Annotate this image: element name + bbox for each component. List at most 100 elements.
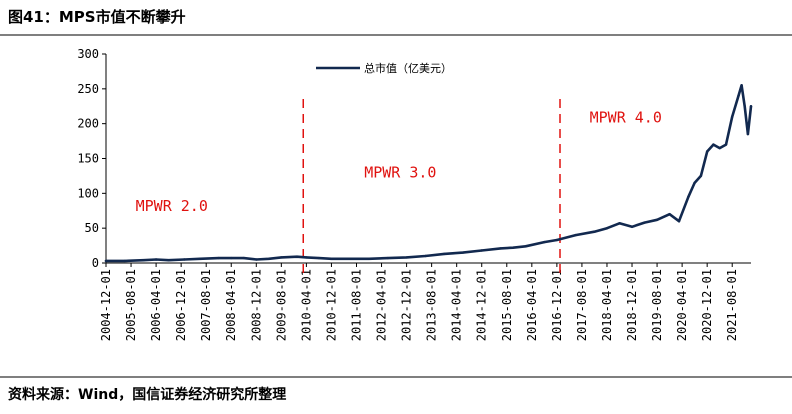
x-tick-label: 2007-08-01 bbox=[199, 269, 213, 341]
legend-label: 总市值（亿美元） bbox=[364, 61, 452, 75]
data-point bbox=[142, 259, 145, 262]
era-dividers bbox=[302, 99, 561, 277]
series-line-market-cap bbox=[104, 84, 753, 263]
data-point bbox=[555, 238, 559, 242]
x-tick-label: 2012-12-01 bbox=[400, 269, 414, 341]
x-tick-label: 2005-08-01 bbox=[124, 269, 138, 341]
data-point bbox=[655, 218, 659, 221]
y-tick-label: 250 bbox=[77, 82, 99, 96]
data-point bbox=[712, 143, 715, 146]
data-point bbox=[349, 257, 352, 260]
data-point bbox=[740, 84, 743, 87]
y-tick-label: 150 bbox=[77, 152, 99, 166]
era-labels: MPWR 2.0 MPWR 3.0 MPWR 4.0 bbox=[136, 108, 662, 214]
data-point bbox=[737, 94, 740, 98]
footer-rule bbox=[0, 376, 792, 378]
era-label: MPWR 4.0 bbox=[590, 108, 662, 126]
x-tick-label: 2009-08-01 bbox=[274, 269, 288, 341]
data-point bbox=[746, 132, 750, 136]
x-tick-label: 2019-08-01 bbox=[650, 269, 664, 341]
data-point bbox=[183, 258, 186, 261]
x-tick-label: 2016-04-01 bbox=[525, 269, 539, 341]
data-point bbox=[280, 256, 283, 259]
y-tick-label: 50 bbox=[85, 221, 99, 235]
x-tick-label: 2012-04-01 bbox=[375, 269, 389, 341]
data-point bbox=[524, 245, 527, 248]
x-tick-label: 2020-12-01 bbox=[700, 269, 714, 341]
x-tick-label: 2017-08-01 bbox=[575, 269, 589, 341]
data-point bbox=[230, 256, 233, 260]
y-tick-label: 200 bbox=[77, 117, 99, 131]
data-point bbox=[605, 227, 609, 230]
data-point bbox=[699, 174, 703, 178]
legend: 总市值（亿美元） bbox=[316, 61, 452, 75]
data-point bbox=[255, 258, 258, 261]
figure-title: 图41：MPS市值不断攀升 bbox=[8, 8, 186, 26]
data-point bbox=[305, 256, 308, 259]
data-point bbox=[618, 222, 621, 225]
data-point bbox=[543, 240, 546, 244]
data-point bbox=[154, 258, 158, 261]
x-tick-label: 2013-08-01 bbox=[425, 269, 439, 341]
data-point bbox=[743, 105, 746, 108]
data-point bbox=[267, 257, 270, 260]
data-point bbox=[718, 146, 721, 150]
x-tick-label: 2020-04-01 bbox=[675, 269, 689, 341]
data-point bbox=[668, 213, 671, 216]
axes: 0 50 100 150 200 250 300 2004-12-01 2005-08-01 20… bbox=[77, 47, 751, 341]
x-tick-label: 2011-08-01 bbox=[349, 269, 363, 341]
data-point bbox=[330, 257, 333, 260]
y-tick-label: 300 bbox=[77, 47, 99, 61]
x-tick-label: 2018-04-01 bbox=[600, 269, 614, 341]
era-label: MPWR 2.0 bbox=[136, 197, 208, 215]
data-point bbox=[461, 251, 465, 254]
y-tick-label: 100 bbox=[77, 186, 99, 200]
data-point bbox=[443, 252, 446, 256]
y-tick-label: 0 bbox=[92, 256, 99, 270]
series-group bbox=[104, 84, 753, 263]
data-point bbox=[630, 225, 634, 228]
data-point bbox=[731, 115, 734, 118]
x-tick-label: 2015-08-01 bbox=[500, 269, 514, 341]
data-point bbox=[167, 259, 170, 262]
data-point bbox=[749, 105, 753, 108]
x-tick-label: 2016-12-01 bbox=[550, 269, 564, 341]
data-point bbox=[424, 254, 427, 258]
data-point bbox=[687, 195, 690, 198]
source-note: 资料来源：Wind，国信证券经济研究所整理 bbox=[8, 387, 287, 403]
data-point bbox=[724, 143, 728, 146]
data-point bbox=[217, 256, 220, 260]
title-rule bbox=[0, 34, 792, 36]
x-tick-label: 2018-12-01 bbox=[625, 269, 639, 341]
data-point bbox=[104, 259, 108, 263]
x-tick-label: 2014-04-01 bbox=[450, 269, 464, 341]
data-point bbox=[198, 257, 202, 260]
data-point bbox=[693, 181, 696, 185]
x-tick-label: 2008-04-01 bbox=[224, 269, 238, 341]
x-tick-label: 2010-04-01 bbox=[299, 269, 313, 341]
era-label: MPWR 3.0 bbox=[364, 163, 436, 181]
x-tick-label: 2008-12-01 bbox=[249, 269, 263, 341]
x-tick-label: 2021-08-01 bbox=[725, 269, 739, 341]
data-point bbox=[677, 220, 681, 223]
data-point bbox=[405, 256, 408, 259]
data-point bbox=[242, 256, 245, 260]
data-point bbox=[386, 256, 389, 260]
x-tick-label: 2014-12-01 bbox=[475, 269, 489, 341]
data-point bbox=[706, 150, 709, 153]
x-tick-label: 2010-12-01 bbox=[324, 269, 338, 341]
data-point bbox=[574, 233, 577, 237]
data-point bbox=[643, 221, 646, 224]
data-point bbox=[123, 259, 127, 263]
data-point bbox=[511, 246, 515, 249]
x-tick-label: 2004-12-01 bbox=[99, 269, 113, 341]
x-tick-label: 2006-12-01 bbox=[174, 269, 188, 341]
data-point bbox=[593, 230, 596, 233]
data-point bbox=[480, 249, 483, 252]
x-tick-label: 2006-04-01 bbox=[149, 269, 163, 341]
data-point bbox=[317, 256, 321, 260]
data-point bbox=[367, 257, 371, 260]
data-point bbox=[499, 247, 502, 250]
data-point bbox=[295, 255, 299, 258]
